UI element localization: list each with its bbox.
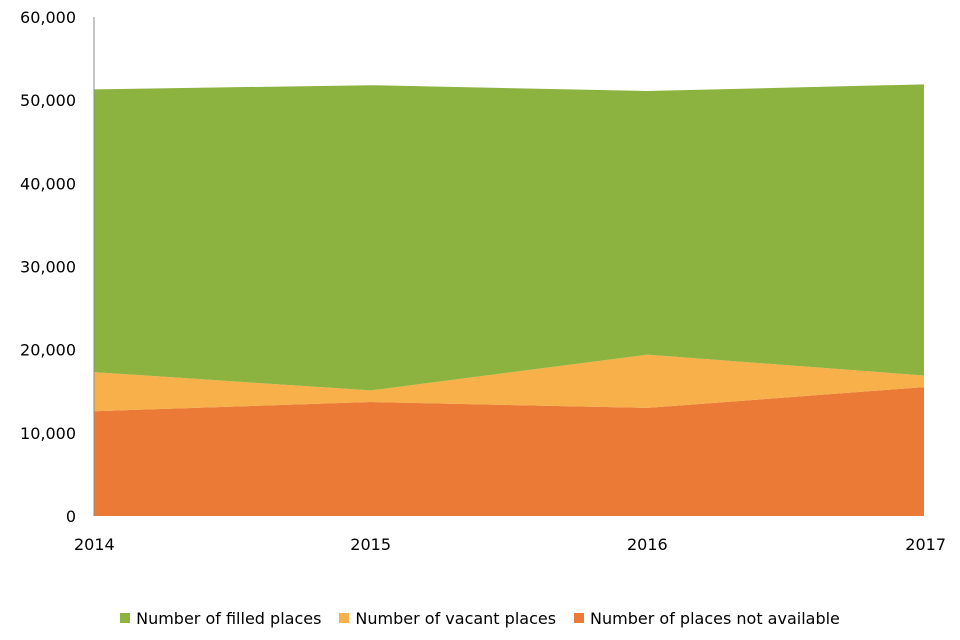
legend-item-not-available: Number of places not available: [574, 609, 840, 628]
legend-label-filled: Number of filled places: [136, 608, 322, 628]
legend-item-vacant: Number of vacant places: [339, 609, 556, 628]
x-axis-tick-labels: 2014 2015 2016 2017: [74, 535, 946, 554]
y-tick-label: 30,000: [20, 258, 76, 277]
x-tick-label: 2014: [74, 535, 115, 554]
x-tick-label: 2015: [350, 535, 391, 554]
legend-item-filled: Number of filled places: [120, 609, 321, 628]
y-axis-tick-labels: 0 10,000 20,000 30,000 40,000 50,000 60,000: [20, 8, 76, 526]
area-layers: [94, 84, 924, 516]
x-tick-label: 2017: [905, 535, 946, 554]
y-tick-label: 10,000: [20, 424, 76, 443]
area-not-available: [94, 387, 924, 516]
legend-label-vacant: Number of vacant places: [355, 608, 557, 628]
legend-swatch-filled: [120, 613, 131, 623]
legend: Number of filled places Number of vacant…: [0, 600, 960, 636]
area-vacant: [94, 354, 924, 412]
stacked-area-chart: 0 10,000 20,000 30,000 40,000 50,000 60,000 20…: [20, 8, 946, 554]
area-filled: [94, 84, 924, 391]
legend-label-not-available: Number of places not available: [590, 608, 840, 628]
legend-swatch-not-available: [574, 613, 585, 623]
y-tick-label: 50,000: [20, 91, 76, 110]
y-tick-label: 20,000: [20, 341, 76, 360]
x-tick-label: 2016: [627, 535, 668, 554]
y-tick-label: 0: [66, 507, 76, 526]
legend-swatch-vacant: [339, 613, 350, 623]
y-tick-label: 60,000: [20, 8, 76, 27]
y-tick-label: 40,000: [20, 174, 76, 193]
